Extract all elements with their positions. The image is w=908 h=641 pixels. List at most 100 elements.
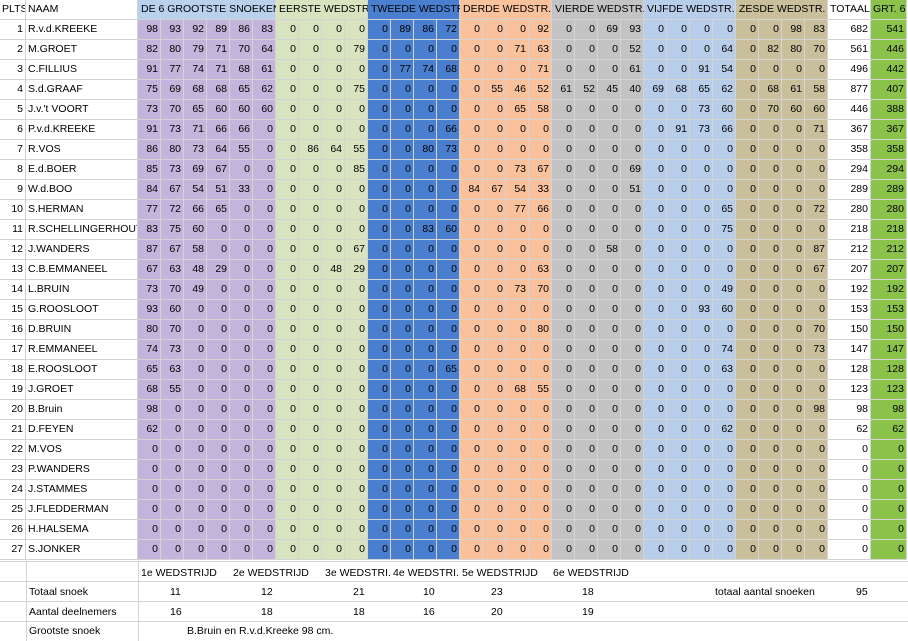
- w1-score-cell[interactable]: 0: [299, 160, 322, 180]
- w6-score-cell[interactable]: 0: [759, 180, 782, 200]
- w1-score-cell[interactable]: 0: [345, 180, 368, 200]
- name-cell[interactable]: R.SCHELLINGERHOUT: [26, 220, 138, 240]
- w2-score-cell[interactable]: 0: [391, 140, 414, 160]
- w3-score-cell[interactable]: 65: [506, 100, 529, 120]
- w2-score-cell[interactable]: 68: [437, 60, 460, 80]
- w3-score-cell[interactable]: 73: [506, 160, 529, 180]
- w5-score-cell[interactable]: 0: [644, 380, 667, 400]
- w2-score-cell[interactable]: 0: [437, 400, 460, 420]
- top6-score-cell[interactable]: 67: [207, 160, 230, 180]
- w2-score-cell[interactable]: 0: [437, 200, 460, 220]
- w5-score-cell[interactable]: 0: [667, 160, 690, 180]
- w4-score-cell[interactable]: 0: [575, 340, 598, 360]
- w2-score-cell[interactable]: 0: [437, 320, 460, 340]
- w4-score-cell[interactable]: 0: [598, 340, 621, 360]
- w2-score-cell[interactable]: 89: [391, 20, 414, 40]
- w6-score-cell[interactable]: 0: [782, 200, 805, 220]
- w4-score-cell[interactable]: 0: [575, 360, 598, 380]
- top6-score-cell[interactable]: 55: [161, 380, 184, 400]
- top6-score-cell[interactable]: 0: [161, 480, 184, 500]
- top6-score-cell[interactable]: 98: [138, 400, 161, 420]
- grt6-cell[interactable]: 446: [871, 40, 907, 60]
- w3-score-cell[interactable]: 0: [483, 280, 506, 300]
- w4-score-cell[interactable]: 0: [598, 260, 621, 280]
- grt6-cell[interactable]: 0: [871, 500, 907, 520]
- w5-score-cell[interactable]: 0: [667, 540, 690, 560]
- top6-score-cell[interactable]: 77: [138, 200, 161, 220]
- w4-score-cell[interactable]: 0: [598, 460, 621, 480]
- top6-score-cell[interactable]: 89: [207, 20, 230, 40]
- top6-score-cell[interactable]: 0: [253, 320, 276, 340]
- w4-score-cell[interactable]: 0: [552, 420, 575, 440]
- w6-score-cell[interactable]: 0: [759, 380, 782, 400]
- w2-score-cell[interactable]: 0: [368, 200, 391, 220]
- top6-score-cell[interactable]: 48: [184, 260, 207, 280]
- w1-score-cell[interactable]: 0: [276, 520, 299, 540]
- w4-score-cell[interactable]: 0: [552, 180, 575, 200]
- w6-score-cell[interactable]: 70: [805, 40, 828, 60]
- w4-score-cell[interactable]: 0: [575, 400, 598, 420]
- w3-score-cell[interactable]: 0: [506, 400, 529, 420]
- w4-score-cell[interactable]: 0: [575, 500, 598, 520]
- w4-score-cell[interactable]: 69: [598, 20, 621, 40]
- w5-score-cell[interactable]: 65: [713, 200, 736, 220]
- top6-score-cell[interactable]: 69: [184, 160, 207, 180]
- w5-score-cell[interactable]: 0: [644, 460, 667, 480]
- top6-score-cell[interactable]: 58: [184, 240, 207, 260]
- w2-score-cell[interactable]: 0: [368, 320, 391, 340]
- w5-score-cell[interactable]: 0: [713, 20, 736, 40]
- grt6-cell[interactable]: 207: [871, 260, 907, 280]
- top6-score-cell[interactable]: 0: [184, 380, 207, 400]
- w1-score-cell[interactable]: 0: [322, 40, 345, 60]
- w1-score-cell[interactable]: 0: [322, 500, 345, 520]
- grt6-cell[interactable]: 289: [871, 180, 907, 200]
- w6-score-cell[interactable]: 80: [782, 40, 805, 60]
- top6-score-cell[interactable]: 80: [161, 40, 184, 60]
- w5-score-cell[interactable]: 62: [713, 420, 736, 440]
- top6-score-cell[interactable]: 0: [184, 460, 207, 480]
- w6-score-cell[interactable]: 0: [759, 220, 782, 240]
- top6-score-cell[interactable]: 0: [184, 400, 207, 420]
- top6-score-cell[interactable]: 0: [253, 380, 276, 400]
- grt6-cell[interactable]: 0: [871, 440, 907, 460]
- w1-score-cell[interactable]: 0: [276, 200, 299, 220]
- w6-score-cell[interactable]: 0: [736, 160, 759, 180]
- w3-score-cell[interactable]: 0: [460, 340, 483, 360]
- w6-score-cell[interactable]: 0: [782, 160, 805, 180]
- top6-score-cell[interactable]: 67: [161, 180, 184, 200]
- w6-score-cell[interactable]: 98: [782, 20, 805, 40]
- w3-score-cell[interactable]: 92: [529, 20, 552, 40]
- w5-score-cell[interactable]: 0: [713, 440, 736, 460]
- w6-score-cell[interactable]: 0: [805, 440, 828, 460]
- top6-score-cell[interactable]: 63: [161, 260, 184, 280]
- w3-score-cell[interactable]: 0: [506, 20, 529, 40]
- top6-score-cell[interactable]: 72: [161, 200, 184, 220]
- rank-cell[interactable]: 23: [0, 460, 26, 480]
- top6-score-cell[interactable]: 65: [184, 100, 207, 120]
- name-cell[interactable]: R.VOS: [26, 140, 138, 160]
- w6-score-cell[interactable]: 0: [759, 60, 782, 80]
- w5-score-cell[interactable]: 0: [644, 100, 667, 120]
- w5-score-cell[interactable]: 66: [713, 120, 736, 140]
- w3-score-cell[interactable]: 0: [506, 260, 529, 280]
- w6-score-cell[interactable]: 0: [782, 480, 805, 500]
- w3-score-cell[interactable]: 0: [460, 60, 483, 80]
- w5-score-cell[interactable]: 0: [644, 200, 667, 220]
- w4-score-cell[interactable]: 0: [575, 320, 598, 340]
- w2-score-cell[interactable]: 80: [414, 140, 437, 160]
- w6-score-cell[interactable]: 70: [805, 320, 828, 340]
- w2-score-cell[interactable]: 0: [368, 520, 391, 540]
- w3-score-cell[interactable]: 0: [460, 320, 483, 340]
- w2-score-cell[interactable]: 0: [368, 260, 391, 280]
- w5-score-cell[interactable]: 75: [713, 220, 736, 240]
- w6-score-cell[interactable]: 0: [759, 480, 782, 500]
- w5-score-cell[interactable]: 93: [690, 300, 713, 320]
- top6-score-cell[interactable]: 60: [161, 300, 184, 320]
- w3-score-cell[interactable]: 0: [460, 160, 483, 180]
- w1-score-cell[interactable]: 0: [322, 100, 345, 120]
- name-cell[interactable]: S.d.GRAAF: [26, 80, 138, 100]
- w5-score-cell[interactable]: 0: [690, 20, 713, 40]
- w4-score-cell[interactable]: 0: [575, 20, 598, 40]
- top6-score-cell[interactable]: 83: [138, 220, 161, 240]
- w2-score-cell[interactable]: 0: [414, 320, 437, 340]
